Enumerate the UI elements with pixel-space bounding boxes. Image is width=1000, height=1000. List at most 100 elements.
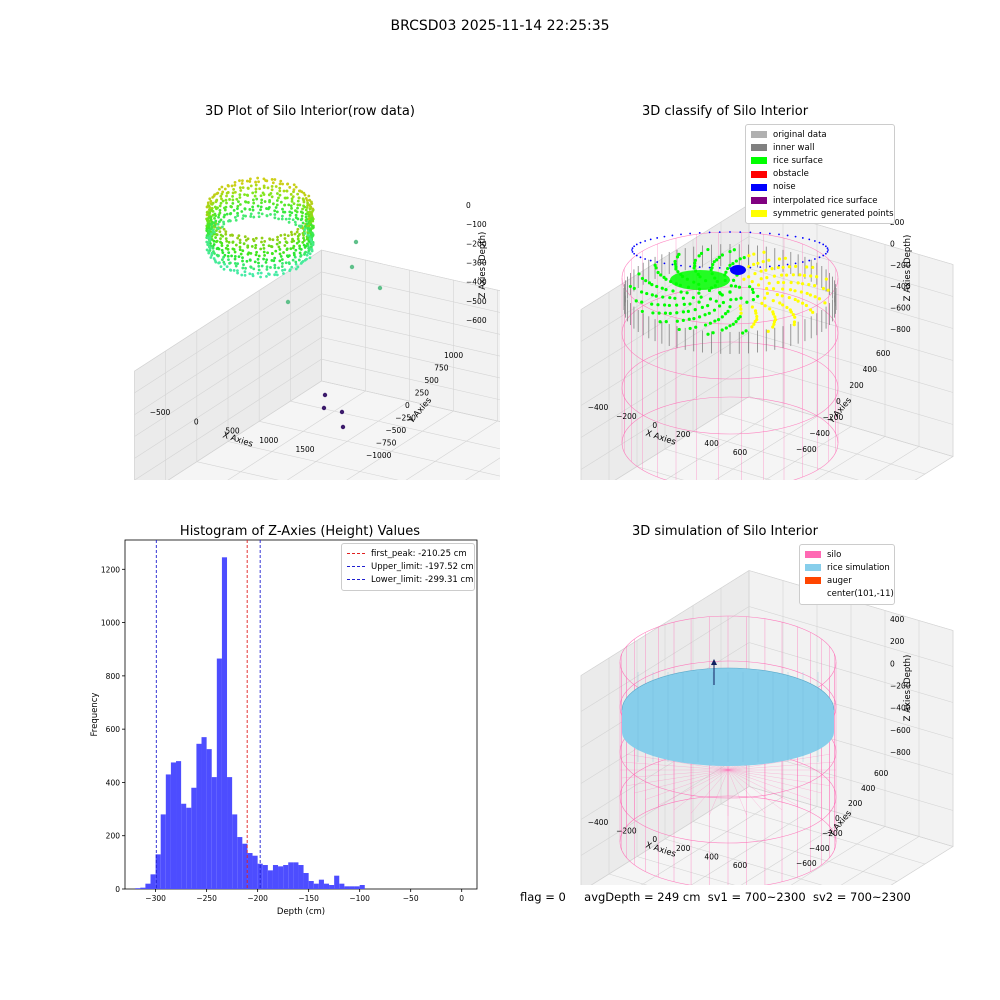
panel1-xaxis-tick: 1000 bbox=[259, 436, 278, 445]
histogram-xlabel: Depth (cm) bbox=[277, 907, 325, 917]
surface-point bbox=[664, 277, 668, 281]
raw-point bbox=[232, 208, 236, 212]
raw-point bbox=[238, 186, 242, 190]
histogram-bar bbox=[293, 862, 299, 889]
surface-point bbox=[802, 273, 807, 278]
raw-point bbox=[237, 255, 241, 258]
raw-point bbox=[232, 187, 236, 191]
raw-point bbox=[298, 251, 302, 255]
noise-point bbox=[813, 240, 816, 242]
surface-point bbox=[693, 261, 697, 265]
raw-point bbox=[308, 256, 312, 260]
raw-point bbox=[210, 232, 213, 236]
raw-point bbox=[311, 207, 315, 211]
raw-point bbox=[251, 272, 255, 276]
raw-point bbox=[273, 213, 277, 216]
raw-point bbox=[225, 201, 228, 205]
panel1-zaxis-tick: −300 bbox=[466, 259, 487, 268]
surface-point bbox=[656, 270, 660, 275]
raw-point bbox=[307, 246, 310, 250]
surface-point bbox=[644, 279, 648, 283]
surface-point bbox=[687, 317, 691, 321]
raw-point bbox=[269, 266, 272, 269]
histogram-bar bbox=[140, 887, 146, 889]
histogram-bars bbox=[135, 557, 365, 889]
raw-point bbox=[269, 213, 272, 216]
raw-point bbox=[290, 197, 294, 201]
panel4-zaxis-tick: −800 bbox=[890, 748, 911, 757]
raw-point bbox=[221, 251, 225, 255]
raw-point bbox=[206, 220, 210, 223]
raw-point bbox=[266, 186, 270, 190]
surface-point bbox=[645, 291, 649, 296]
raw-point bbox=[206, 236, 210, 240]
raw-point bbox=[228, 219, 232, 223]
raw-point bbox=[299, 225, 302, 229]
raw-point bbox=[207, 204, 211, 208]
histogram-bar bbox=[278, 866, 284, 889]
noise-point bbox=[826, 247, 829, 250]
surface-point bbox=[737, 285, 742, 289]
surface-point bbox=[751, 298, 755, 302]
surface-point bbox=[712, 260, 716, 264]
surface-point bbox=[800, 282, 805, 286]
raw-point bbox=[246, 194, 250, 197]
raw-point bbox=[210, 225, 214, 229]
raw-point bbox=[303, 246, 307, 249]
histogram-xtick-label: −200 bbox=[247, 894, 268, 903]
silo-floor-spoke bbox=[626, 769, 729, 786]
raw-point bbox=[278, 189, 282, 193]
panel4-yaxis-tick: 400 bbox=[861, 784, 876, 793]
surface-point bbox=[650, 283, 654, 287]
raw-point bbox=[275, 273, 279, 277]
raw-point bbox=[282, 189, 286, 193]
raw-point bbox=[226, 254, 230, 258]
surface-point bbox=[668, 296, 672, 300]
surface-point bbox=[654, 294, 658, 298]
surface-point bbox=[703, 313, 707, 317]
raw-point bbox=[305, 253, 309, 257]
flag-text: flag = 0 bbox=[520, 890, 566, 904]
raw-point bbox=[298, 247, 302, 250]
raw-point bbox=[236, 214, 240, 218]
classify-legend-item: interpolated rice surface bbox=[751, 194, 889, 207]
raw-point bbox=[277, 245, 281, 249]
noise-point bbox=[813, 258, 816, 260]
raw-point bbox=[295, 210, 299, 214]
raw-point bbox=[254, 243, 258, 247]
histogram-bar bbox=[181, 803, 187, 889]
raw-point bbox=[251, 208, 255, 212]
noise-point bbox=[633, 245, 636, 248]
raw-point bbox=[254, 183, 258, 187]
surface-point bbox=[662, 275, 666, 279]
noise-point bbox=[698, 266, 701, 269]
raw-point bbox=[216, 246, 220, 250]
panel1-xaxis-tick: 0 bbox=[194, 417, 199, 426]
raw-point bbox=[292, 251, 296, 255]
noise-point bbox=[718, 267, 721, 269]
raw-point bbox=[281, 262, 284, 265]
histogram-ytick-label: 1200 bbox=[101, 565, 120, 574]
raw-point bbox=[279, 200, 283, 204]
raw-point bbox=[241, 249, 245, 253]
raw-point bbox=[231, 240, 235, 244]
histogram-bar bbox=[318, 879, 324, 889]
raw-point bbox=[221, 199, 225, 203]
raw-point bbox=[296, 199, 300, 203]
noise-point bbox=[635, 254, 638, 257]
raw-point bbox=[305, 199, 309, 202]
raw-point bbox=[214, 236, 217, 239]
raw-point bbox=[209, 218, 213, 222]
raw-point bbox=[273, 266, 277, 270]
surface-point bbox=[805, 265, 809, 269]
panel4-title: 3D simulation of Silo Interior bbox=[632, 524, 818, 539]
silo-floor-spoke bbox=[727, 769, 766, 814]
surface-point bbox=[714, 299, 718, 303]
panel1-yaxis-tick: 250 bbox=[415, 389, 430, 398]
panel1-zaxis-tick: −500 bbox=[466, 297, 487, 306]
raw-point bbox=[248, 208, 252, 211]
surface-point bbox=[651, 311, 655, 315]
raw-point bbox=[252, 215, 256, 219]
raw-point bbox=[238, 196, 242, 199]
raw-point bbox=[273, 178, 277, 181]
